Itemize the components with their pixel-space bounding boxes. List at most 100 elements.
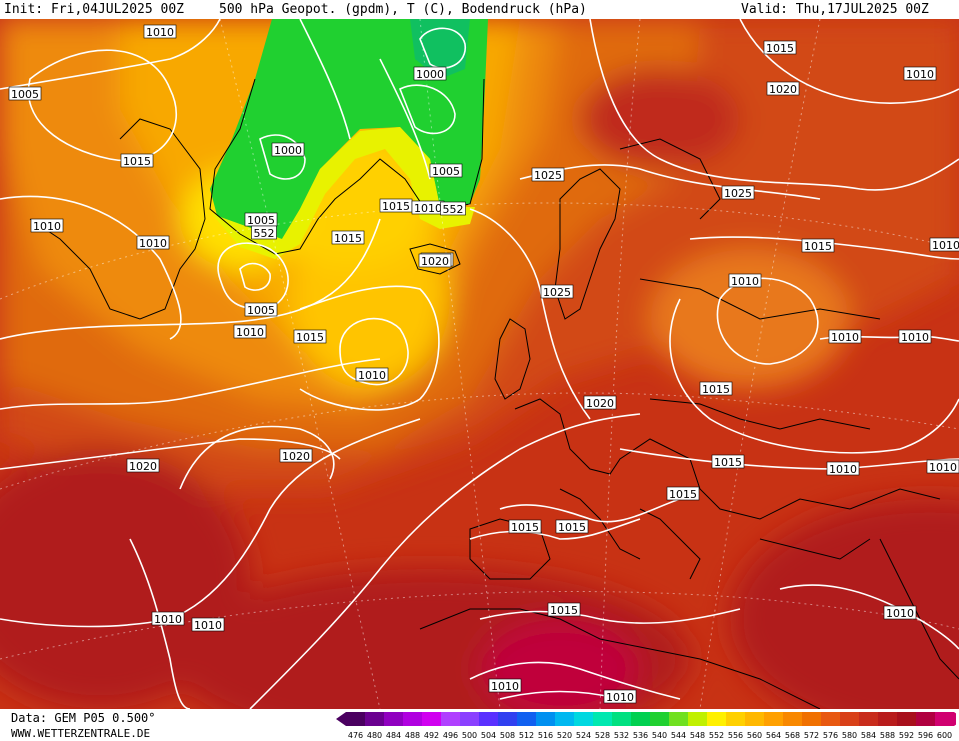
isobar-label: 1020 xyxy=(279,448,313,463)
scale-swatch xyxy=(403,712,422,726)
svg-text:1025: 1025 xyxy=(724,187,752,200)
scale-tick-label: 516 xyxy=(538,731,553,740)
isobar-label: 1015 xyxy=(555,519,589,534)
scale-tick-label: 540 xyxy=(652,731,667,740)
svg-text:1005: 1005 xyxy=(247,214,275,227)
scale-tick-label: 584 xyxy=(861,731,876,740)
scale-tick-label: 512 xyxy=(519,731,534,740)
scale-tick-label: 580 xyxy=(842,731,857,740)
isobar-label: 1010 xyxy=(411,200,445,215)
scale-swatch xyxy=(878,712,897,726)
scale-tick-label: 500 xyxy=(462,731,477,740)
scale-tick-label: 564 xyxy=(766,731,781,740)
isobar-label: 1025 xyxy=(540,284,574,299)
isobar-label: 1015 xyxy=(508,519,542,534)
isobar-label: 1020 xyxy=(418,253,452,268)
scale-tick-label: 504 xyxy=(481,731,496,740)
scale-swatch xyxy=(783,712,802,726)
isobar-label: 1025 xyxy=(721,185,755,200)
color-scale-legend: 476 480 484 488 492 496 500 504 508 512 516 520 524 5… xyxy=(336,712,956,740)
graticule xyxy=(0,19,959,709)
scale-swatch xyxy=(555,712,574,726)
scale-tick-label: 520 xyxy=(557,731,572,740)
weather-map: 1010 1005 1015 1010 1010 1005 1010 1015 1020 1015… xyxy=(0,19,959,709)
isobar-label: 1015 xyxy=(666,486,700,501)
svg-text:1020: 1020 xyxy=(769,83,797,96)
scale-swatch xyxy=(574,712,593,726)
scale-swatch xyxy=(897,712,916,726)
isobar-label: 1015 xyxy=(293,329,327,344)
svg-text:1015: 1015 xyxy=(766,42,794,55)
scale-swatch xyxy=(840,712,859,726)
svg-text:1025: 1025 xyxy=(543,286,571,299)
svg-text:1010: 1010 xyxy=(829,463,857,476)
website-credit: WWW.WETTERZENTRALE.DE xyxy=(11,727,151,740)
svg-text:1005: 1005 xyxy=(432,165,460,178)
scale-swatch xyxy=(612,712,631,726)
svg-text:1010: 1010 xyxy=(194,619,222,632)
isobar-label: 1010 xyxy=(355,367,389,382)
valid-time: Valid: Thu,17JUL2025 00Z xyxy=(741,2,929,17)
scale-tick-label: 492 xyxy=(424,731,439,740)
scale-swatch xyxy=(688,712,707,726)
isobar-label: 1010 xyxy=(728,273,762,288)
map-header: Init: Fri,04JUL2025 00Z 500 hPa Geopot. … xyxy=(0,0,959,19)
svg-text:1015: 1015 xyxy=(296,331,324,344)
scale-swatch xyxy=(802,712,821,726)
svg-text:1020: 1020 xyxy=(282,450,310,463)
isobar-label: 1015 xyxy=(547,602,581,617)
isobar-label: 1020 xyxy=(766,81,800,96)
svg-text:1010: 1010 xyxy=(731,275,759,288)
isobar-label: 552 xyxy=(440,201,466,216)
scale-tick-label: 484 xyxy=(386,731,401,740)
scale-swatch xyxy=(764,712,783,726)
scale-swatch xyxy=(365,712,384,726)
data-source: Data: GEM P05 0.500° xyxy=(11,711,156,725)
svg-text:1010: 1010 xyxy=(33,220,61,233)
scale-tick-label: 572 xyxy=(804,731,819,740)
scale-tick-label: 552 xyxy=(709,731,724,740)
isobar-label: 1010 xyxy=(903,66,937,81)
scale-tick-label: 592 xyxy=(899,731,914,740)
scale-swatch xyxy=(631,712,650,726)
isobar-label: 1010 xyxy=(828,329,862,344)
isobar-label: 1015 xyxy=(120,153,154,168)
isobar-label: 1010 xyxy=(603,689,637,704)
scale-tick-label: 480 xyxy=(367,731,382,740)
svg-text:1010: 1010 xyxy=(146,26,174,39)
isobar-label: 1020 xyxy=(583,395,617,410)
svg-text:1020: 1020 xyxy=(129,460,157,473)
svg-text:1010: 1010 xyxy=(154,613,182,626)
scale-tick-label: 488 xyxy=(405,731,420,740)
scale-swatch xyxy=(384,712,403,726)
scale-tick-label: 524 xyxy=(576,731,591,740)
isobar-label: 1005 xyxy=(429,163,463,178)
isobar-label: 1010 xyxy=(191,617,225,632)
isobar-labels: 1010 1005 1015 1010 1010 1005 1010 1015 1020 1015… xyxy=(8,24,959,704)
svg-text:1020: 1020 xyxy=(586,397,614,410)
svg-text:1010: 1010 xyxy=(929,461,957,474)
svg-text:1015: 1015 xyxy=(558,521,586,534)
isobar-label: 1010 xyxy=(151,611,185,626)
svg-text:1015: 1015 xyxy=(123,155,151,168)
scale-swatch xyxy=(859,712,878,726)
scale-swatch xyxy=(821,712,840,726)
isobars xyxy=(0,19,959,709)
svg-text:1005: 1005 xyxy=(11,88,39,101)
scale-swatch xyxy=(593,712,612,726)
svg-text:1010: 1010 xyxy=(901,331,929,344)
isobar-label: 1010 xyxy=(488,678,522,693)
scale-tick-label: 568 xyxy=(785,731,800,740)
svg-text:1010: 1010 xyxy=(491,680,519,693)
svg-text:1010: 1010 xyxy=(886,607,914,620)
scale-tick-label: 496 xyxy=(443,731,458,740)
svg-text:1010: 1010 xyxy=(606,691,634,704)
isobar-label: 1015 xyxy=(331,230,365,245)
scale-tick-label: 532 xyxy=(614,731,629,740)
scale-tick-label: 476 xyxy=(348,731,363,740)
isobar-label: 1010 xyxy=(30,218,64,233)
svg-text:1005: 1005 xyxy=(247,304,275,317)
scale-tick-label: 588 xyxy=(880,731,895,740)
svg-text:552: 552 xyxy=(254,227,275,240)
svg-text:1010: 1010 xyxy=(139,237,167,250)
